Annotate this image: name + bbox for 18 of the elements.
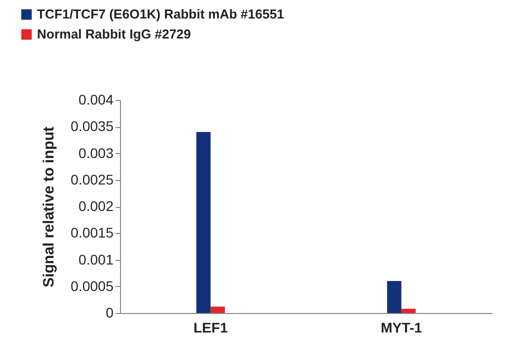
x-tick-label: MYT-1 <box>380 320 422 336</box>
y-tick-label: 0.0035 <box>70 118 114 134</box>
bar <box>210 306 225 313</box>
legend-label: TCF1/TCF7 (E6O1K) Rabbit mAb #16551 <box>37 6 284 22</box>
y-tick-label: 0.0005 <box>70 278 114 294</box>
y-tick-label: 0.004 <box>78 92 114 108</box>
y-axis-title: Signal relative to input <box>40 126 58 288</box>
y-tick-label: 0.0015 <box>70 224 114 241</box>
y-tick-label: 0.001 <box>78 251 114 268</box>
bar <box>387 281 402 313</box>
x-tick-label: LEF1 <box>194 320 228 336</box>
y-tick-label: 0.0025 <box>70 171 114 188</box>
bar <box>401 308 416 313</box>
y-tick-label: 0 <box>106 304 114 320</box>
y-tick-label: 0.002 <box>78 198 114 214</box>
legend-label: Normal Rabbit IgG #2729 <box>37 26 191 42</box>
bar <box>196 132 211 313</box>
y-tick-label: 0.003 <box>78 144 114 161</box>
